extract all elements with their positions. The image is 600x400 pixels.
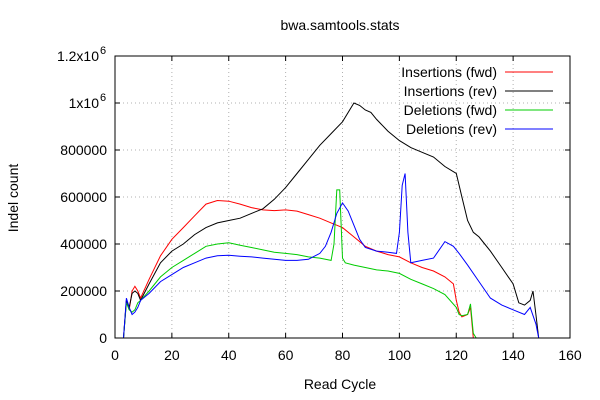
y-tick-label-base: 800000 [60, 142, 107, 158]
series-line-0 [123, 199, 474, 339]
y-axis-label: Indel count [5, 164, 21, 233]
series-line-3 [123, 173, 540, 339]
series-lines [123, 102, 540, 339]
y-tick-label-base: 600000 [60, 189, 107, 205]
y-tick-label: 1x10 [69, 95, 100, 111]
x-tick-label: 120 [445, 347, 469, 363]
y-tick-label-base: 1.2x10 [57, 48, 99, 64]
x-axis-ticks: 0 20 40 60 80 100 120 140 160 [111, 56, 582, 363]
x-tick-label: 100 [388, 347, 412, 363]
x-tick-label: 160 [558, 347, 582, 363]
x-tick-label: 60 [278, 347, 294, 363]
series-line-1 [123, 102, 540, 339]
plot-border [114, 55, 571, 339]
x-tick-label: 80 [335, 347, 351, 363]
x-axis-label: Read Cycle [304, 376, 377, 392]
legend-label: Deletions (fwd) [404, 102, 497, 118]
chart-title: bwa.samtools.stats [280, 17, 399, 33]
x-tick-label: 40 [221, 347, 237, 363]
y-tick-label: 800000 [60, 142, 107, 158]
y-tick-label: 0 [99, 330, 107, 346]
grid-lines [115, 56, 570, 338]
legend-label: Deletions (rev) [406, 121, 497, 137]
x-tick-label: 0 [111, 347, 119, 363]
y-tick-label-base: 1x10 [69, 95, 100, 111]
legend: Insertions (fwd) Insertions (rev) Deletion… [401, 64, 553, 137]
legend-label: Insertions (rev) [404, 83, 497, 99]
x-tick-label: 140 [501, 347, 525, 363]
y-tick-label-base: 0 [99, 330, 107, 346]
series-line-2 [123, 189, 477, 339]
y-tick-label-base: 400000 [60, 236, 107, 252]
y-tick-label: 200000 [60, 283, 107, 299]
y-tick-label: 1.2x10 [57, 48, 99, 64]
y-tick-label: 600000 [60, 189, 107, 205]
y-tick-label-base: 200000 [60, 283, 107, 299]
y-tick-label-exponent: 6 [100, 45, 106, 57]
legend-label: Insertions (fwd) [401, 64, 497, 80]
x-tick-label: 20 [164, 347, 180, 363]
y-tick-label-exponent: 6 [100, 92, 106, 104]
y-tick-label: 400000 [60, 236, 107, 252]
